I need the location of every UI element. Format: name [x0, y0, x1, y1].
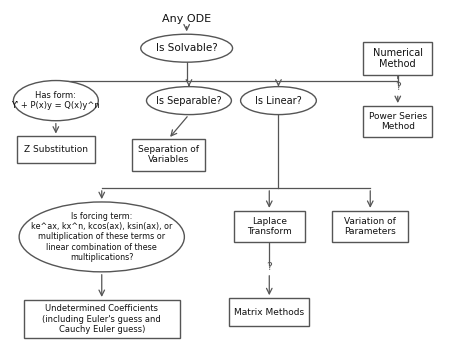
Text: Undetermined Coefficients
(including Euler's guess and
Cauchy Euler guess): Undetermined Coefficients (including Eul…: [42, 304, 161, 334]
FancyBboxPatch shape: [17, 136, 95, 163]
FancyBboxPatch shape: [132, 139, 205, 170]
Text: Z Substitution: Z Substitution: [24, 145, 88, 154]
Text: Matrix Methods: Matrix Methods: [234, 307, 304, 317]
FancyBboxPatch shape: [364, 42, 432, 75]
FancyBboxPatch shape: [364, 106, 432, 137]
Text: Is Separable?: Is Separable?: [156, 95, 222, 106]
Text: Is Linear?: Is Linear?: [255, 95, 302, 106]
Text: Any ODE: Any ODE: [162, 13, 211, 23]
Ellipse shape: [241, 87, 316, 115]
Text: Numerical
Method: Numerical Method: [373, 48, 423, 70]
Ellipse shape: [13, 81, 98, 121]
Text: Variation of
Parameters: Variation of Parameters: [344, 217, 396, 236]
Text: Laplace
Transform: Laplace Transform: [247, 217, 292, 236]
Text: Is forcing term:
ke^ax, kx^n, kcos(ax), ksin(ax), or
multiplication of these ter: Is forcing term: ke^ax, kx^n, kcos(ax), …: [31, 212, 173, 262]
Ellipse shape: [141, 34, 233, 62]
FancyBboxPatch shape: [332, 211, 408, 242]
Text: Is Solvable?: Is Solvable?: [156, 43, 218, 53]
FancyBboxPatch shape: [234, 211, 305, 242]
FancyBboxPatch shape: [24, 300, 180, 338]
Text: Has form:
Y' + P(x)y = Q(x)y^n: Has form: Y' + P(x)y = Q(x)y^n: [11, 91, 100, 110]
Ellipse shape: [146, 87, 231, 115]
FancyBboxPatch shape: [229, 298, 310, 326]
Text: Power Series
Method: Power Series Method: [369, 112, 427, 131]
Text: Separation of
Variables: Separation of Variables: [138, 145, 199, 164]
Text: ?: ?: [395, 82, 401, 92]
Ellipse shape: [19, 202, 184, 272]
Text: ?: ?: [266, 262, 272, 272]
